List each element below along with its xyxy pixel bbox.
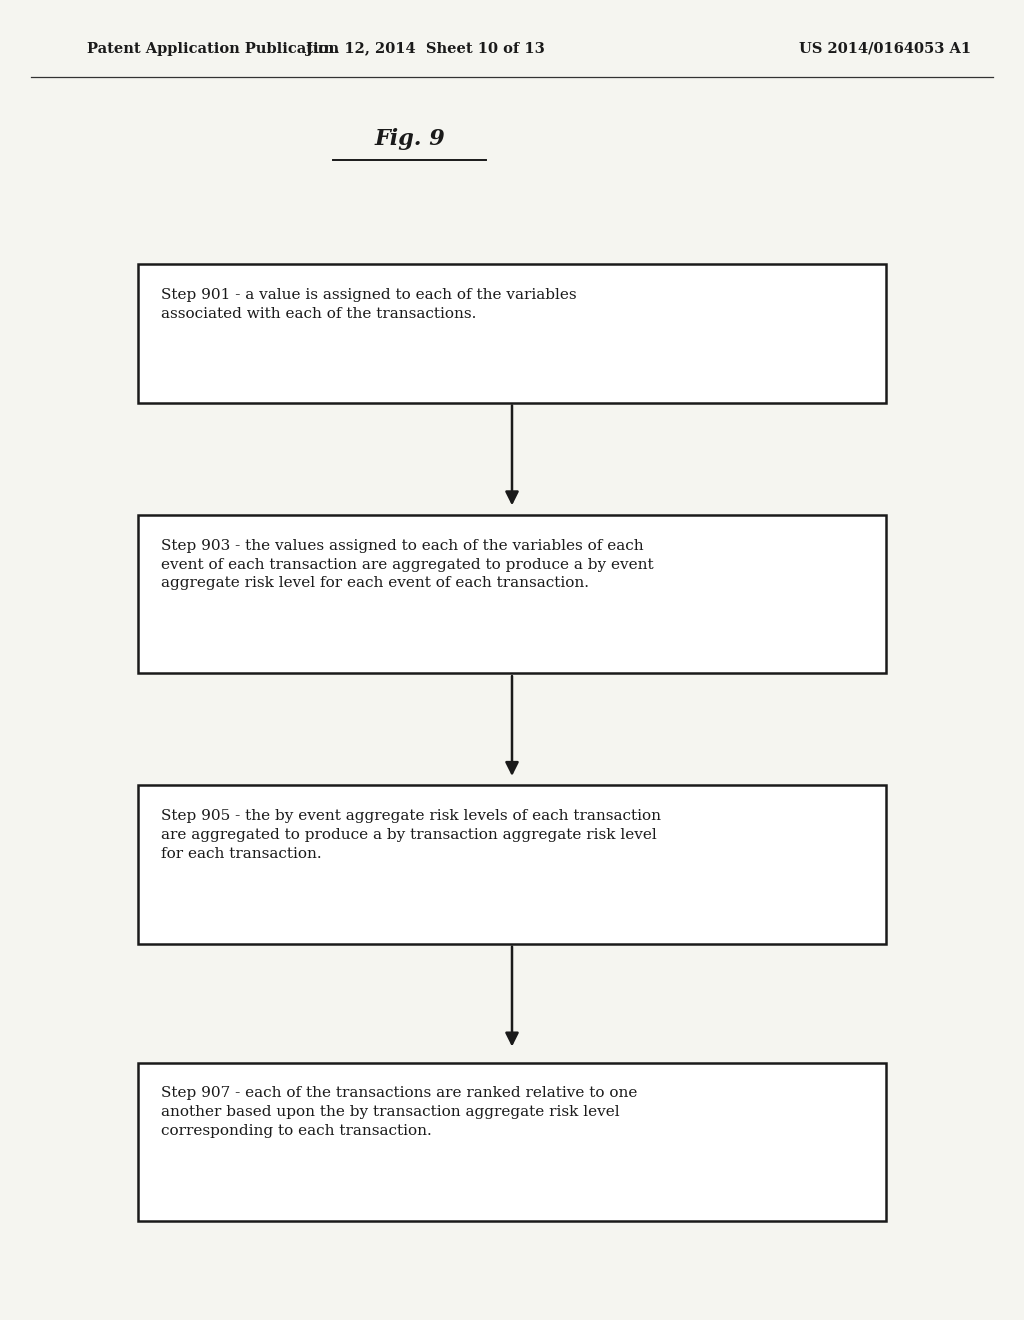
Text: Step 905 - the by event aggregate risk levels of each transaction
are aggregated: Step 905 - the by event aggregate risk l… (161, 809, 660, 861)
Text: Step 907 - each of the transactions are ranked relative to one
another based upo: Step 907 - each of the transactions are … (161, 1086, 637, 1138)
Bar (138, 785, 886, 944)
Bar (138, 515, 886, 673)
Text: US 2014/0164053 A1: US 2014/0164053 A1 (799, 42, 971, 55)
Bar (138, 264, 886, 403)
Text: Jun. 12, 2014  Sheet 10 of 13: Jun. 12, 2014 Sheet 10 of 13 (305, 42, 545, 55)
Text: Step 901 - a value is assigned to each of the variables
associated with each of : Step 901 - a value is assigned to each o… (161, 288, 577, 321)
Text: Patent Application Publication: Patent Application Publication (87, 42, 339, 55)
Bar (138, 1063, 886, 1221)
Text: Step 903 - the values assigned to each of the variables of each
event of each tr: Step 903 - the values assigned to each o… (161, 539, 653, 590)
Text: Fig. 9: Fig. 9 (374, 128, 445, 149)
